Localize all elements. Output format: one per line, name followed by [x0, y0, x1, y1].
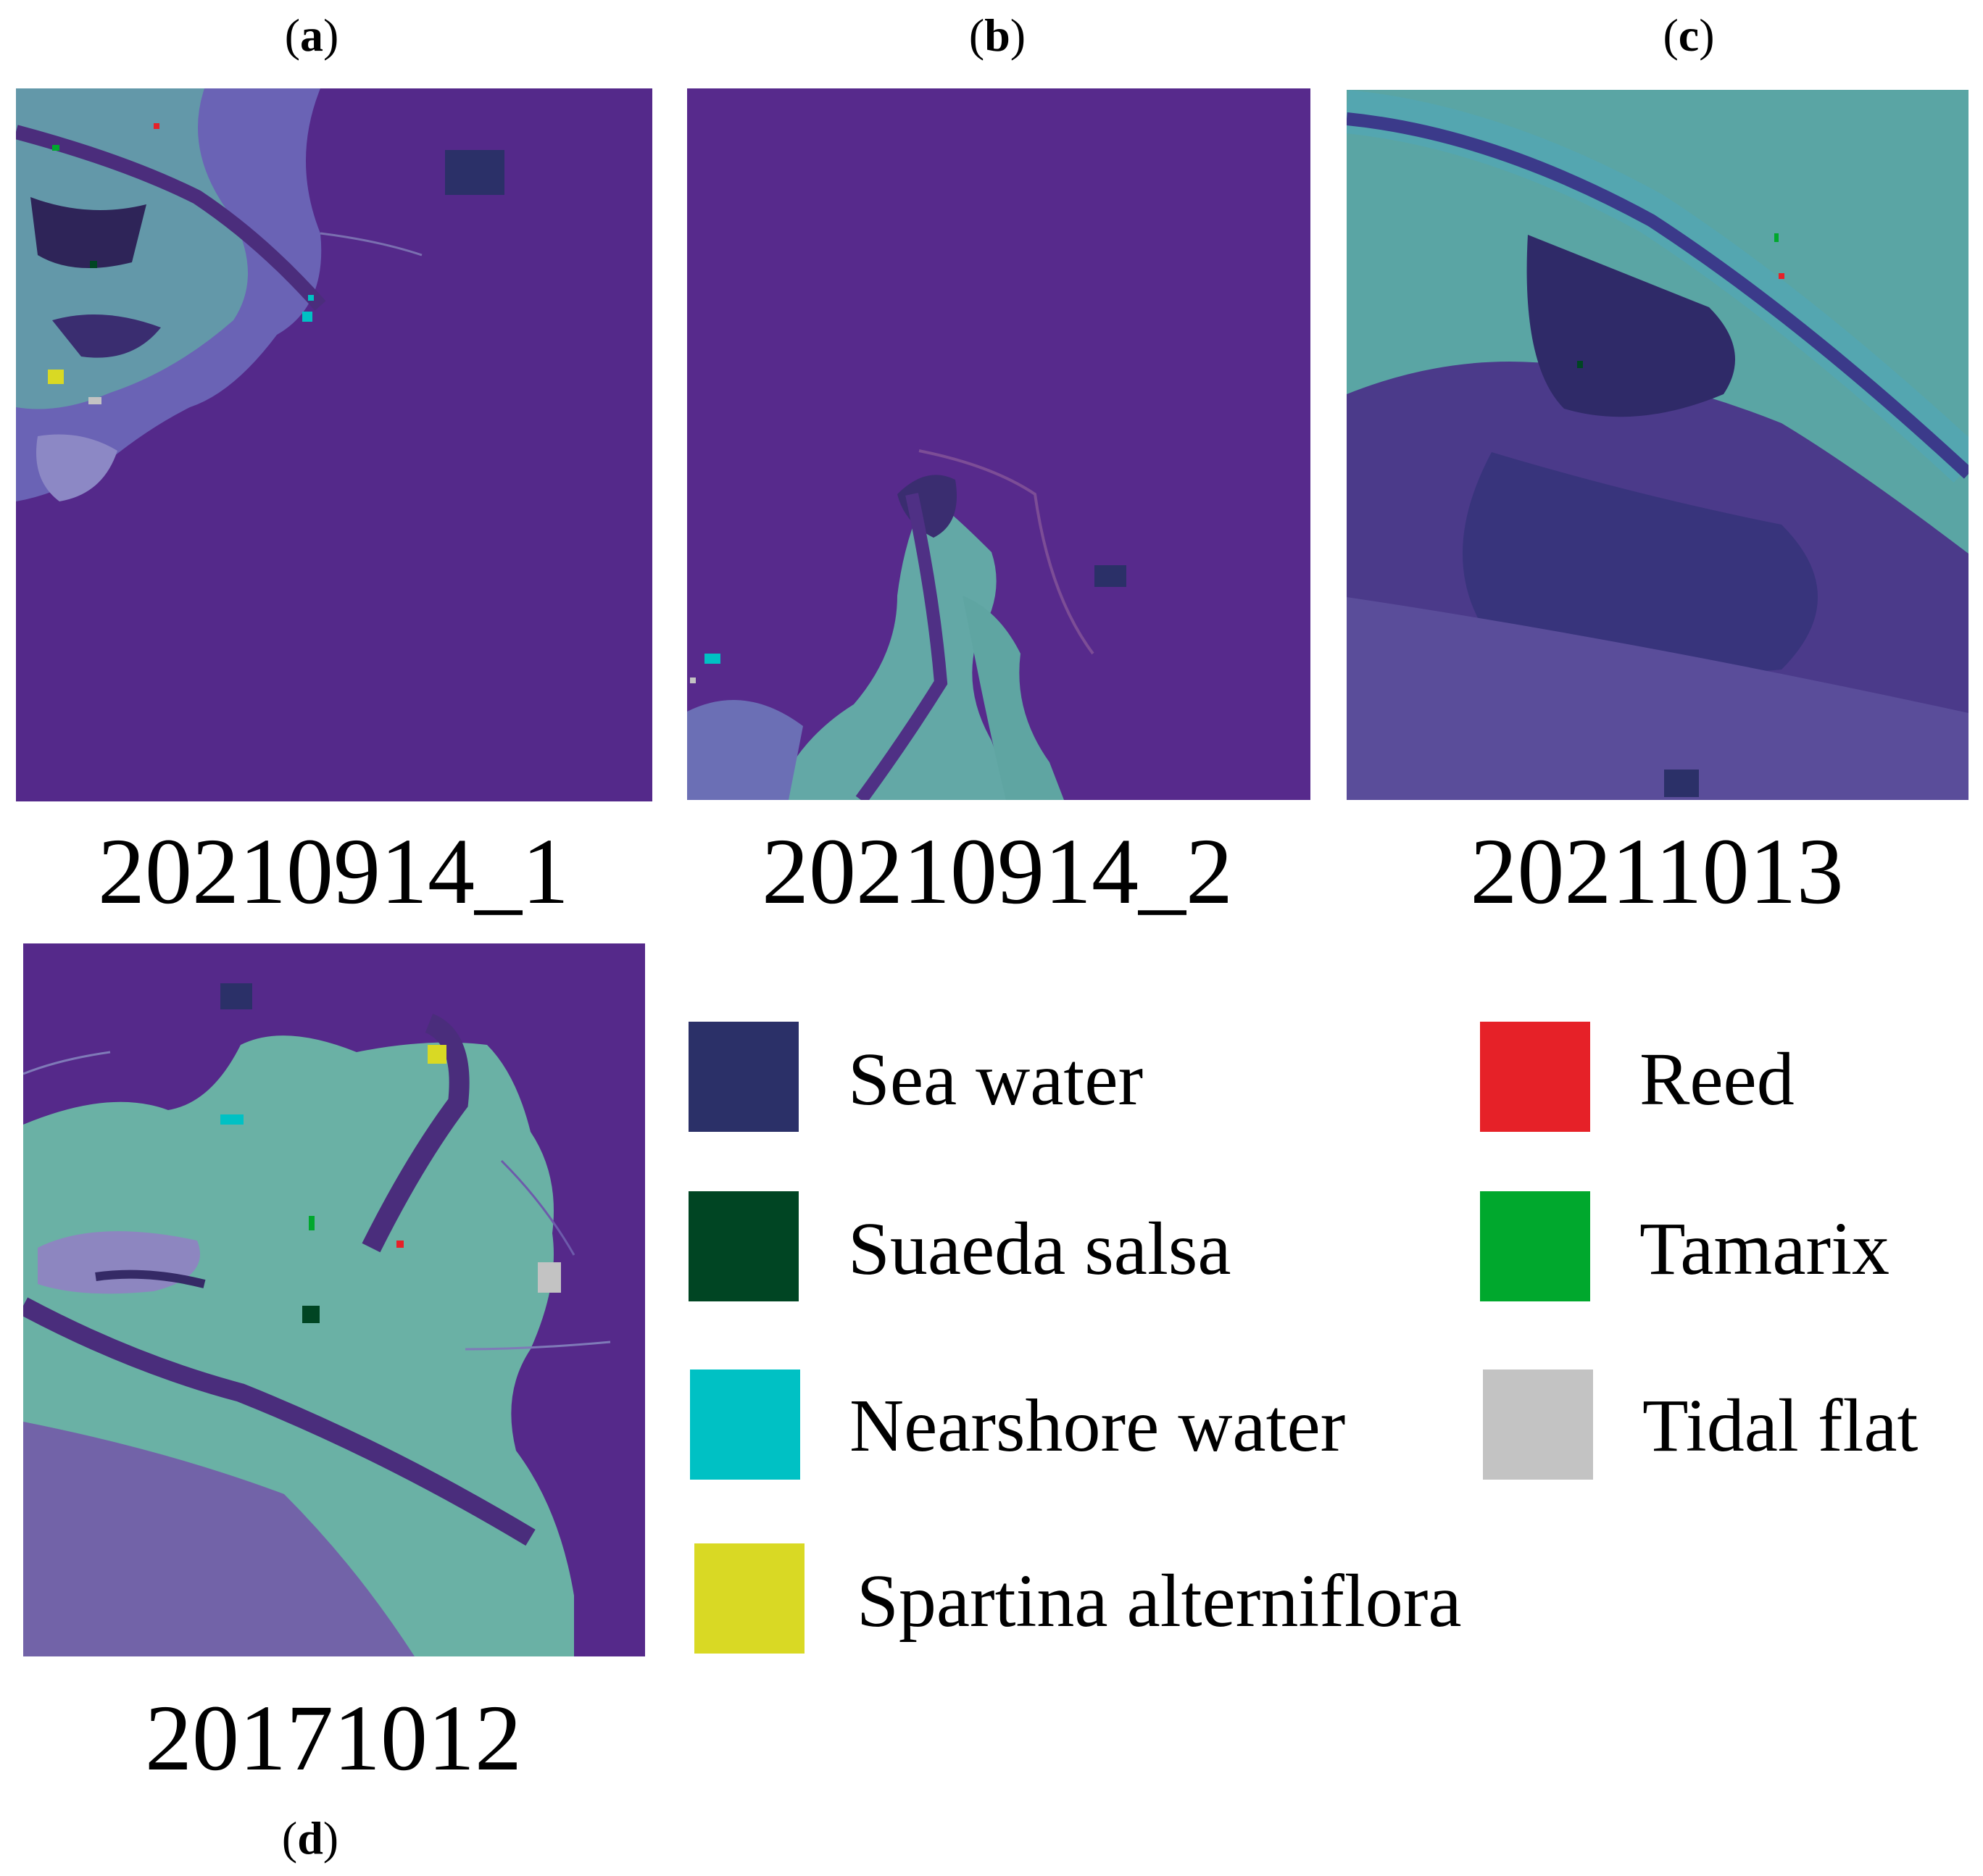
legend-swatch-tamarix [1480, 1191, 1590, 1301]
legend-swatch-reed [1480, 1022, 1590, 1132]
satellite-image-d [23, 943, 645, 1656]
legend-label-spartina-alterniflora: Spartina alterniflora [857, 1559, 1462, 1643]
date-label-d: 20171012 [145, 1686, 522, 1790]
sample-spartina-alterniflora [428, 1045, 446, 1064]
sample-tidal-flat [88, 397, 101, 404]
panel-a-letter: (a) [284, 9, 339, 61]
legend-label-nearshore-water: Nearshore water [849, 1384, 1346, 1467]
sample-suaeda-salsa [90, 261, 97, 268]
date-label-c: 20211013 [1470, 820, 1844, 924]
legend-swatch-suaeda-salsa [689, 1191, 799, 1301]
legend-label-reed: Reed [1639, 1038, 1795, 1121]
panel-d-letter: (d) [281, 1812, 339, 1864]
legend-swatch-tidal-flat [1483, 1370, 1593, 1480]
sample-sea-water [220, 983, 252, 1009]
sample-sea-water [1094, 565, 1126, 587]
legend-label-tidal-flat: Tidal flat [1642, 1384, 1918, 1467]
legend-swatch-nearshore-water [690, 1370, 800, 1480]
satellite-image-a [16, 88, 652, 801]
sample-tidal-flat [538, 1262, 561, 1293]
sample-nearshore-water [308, 295, 314, 301]
sample-tamarix [1774, 233, 1779, 242]
sample-tidal-flat [690, 678, 696, 683]
legend-label-tamarix: Tamarix [1639, 1207, 1890, 1291]
sample-nearshore-water [704, 654, 720, 664]
panel-c-letter: (c) [1663, 9, 1715, 61]
date-label-a: 20210914_1 [98, 820, 569, 924]
satellite-image-c [1347, 90, 1969, 800]
legend-swatch-spartina-alterniflora [694, 1543, 805, 1654]
sample-nearshore-water [220, 1114, 244, 1125]
sample-tamarix [52, 145, 59, 151]
sample-suaeda-salsa [302, 1306, 320, 1323]
legend-label-sea-water: Sea water [848, 1038, 1144, 1121]
sample-suaeda-salsa [1577, 361, 1583, 368]
sample-sea-water [445, 150, 504, 195]
date-label-b: 20210914_2 [762, 820, 1233, 924]
legend-swatch-sea-water [689, 1022, 799, 1132]
sample-reed [1779, 273, 1784, 279]
panel-b-letter: (b) [968, 9, 1026, 61]
legend-label-suaeda-salsa: Suaeda salsa [848, 1207, 1231, 1291]
sample-reed [154, 123, 159, 129]
sample-spartina-alterniflora [48, 370, 64, 384]
sample-reed [396, 1241, 404, 1248]
satellite-image-b [687, 88, 1310, 800]
sample-nearshore-water [302, 312, 312, 322]
sample-tamarix [309, 1216, 315, 1230]
sample-sea-water [1664, 770, 1699, 797]
